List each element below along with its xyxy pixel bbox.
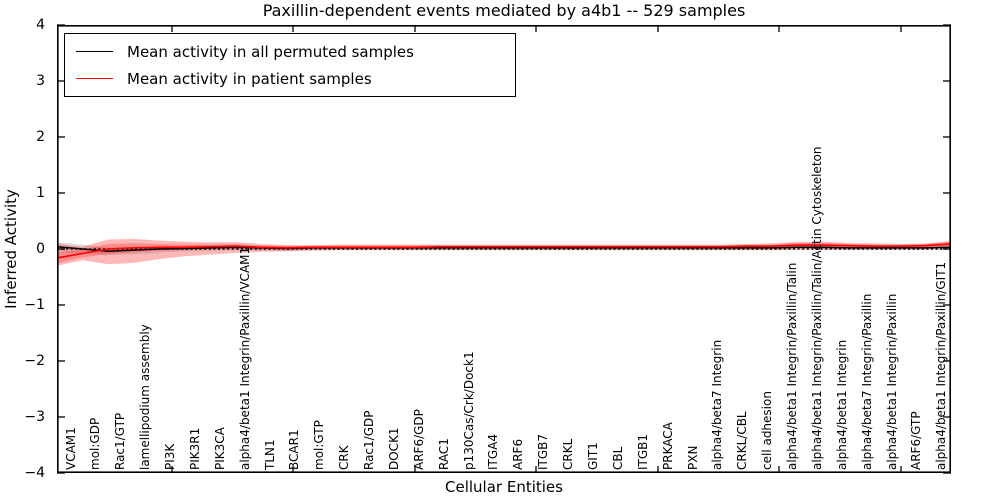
x-category-label: PI3K [163,443,178,470]
x-category-label: BCAR1 [287,429,302,470]
band-patient-range-outer [57,238,951,266]
x-category-label: ITGB7 [536,433,551,470]
x-category-label: mol:GDP [88,417,103,470]
x-category-label: CRKL/CBL [735,411,750,470]
x-category-label: CRKL [561,438,576,470]
legend-entry-permuted: Mean activity in all permuted samples [65,38,515,65]
x-category-label: PIK3R1 [187,427,202,470]
x-category-label: ITGB1 [635,433,650,470]
x-category-label: TLN1 [262,439,277,470]
x-category-label: VCAM1 [63,427,78,470]
x-category-label: ARF6 [511,438,526,470]
x-category-label: RAC1 [436,438,451,470]
x-category-label: ITGA4 [486,433,501,470]
x-axis-label: Cellular Entities [445,478,563,496]
x-category-label: ARF6/GDP [411,409,426,470]
y-tick-label: 4 [36,17,45,33]
x-category-label: alpha4/beta1 Integrin/Paxillin [884,293,899,470]
series-line-0 [56,245,952,253]
x-category-label: PXN [685,445,700,470]
x-category-label: Rac1/GDP [362,410,377,470]
x-category-label: CRK [337,445,352,470]
x-category-label: PIK3CA [212,427,227,470]
x-category-label: p130Cas/Crk/Dock1 [461,351,476,470]
x-category-label: cell adhesion [760,391,775,470]
y-tick-label: 0 [36,241,45,257]
x-category-label: alpha4/beta1 Integrin/Paxillin/Talin/Act… [809,146,824,470]
x-category-label: alpha4/beta7 Integrin/Paxillin [859,293,874,470]
legend-label-patient: Mean activity in patient samples [127,69,372,88]
legend-entry-patient: Mean activity in patient samples [65,65,515,92]
y-tick-label: 1 [36,185,45,201]
y-tick-label: −3 [24,409,45,425]
y-tick-label: −2 [24,353,45,369]
series-line-1 [56,243,952,259]
x-category-label: alpha4/beta7 Integrin [710,339,725,470]
legend: Mean activity in all permuted samples Me… [64,33,516,97]
x-category-label: lamellipodium assembly [138,324,153,470]
plot-area [56,24,952,474]
legend-label-permuted: Mean activity in all permuted samples [127,42,414,61]
permuted-line-sample-icon [76,51,113,52]
x-category-label: CBL [610,446,625,470]
y-tick-label: −1 [24,297,45,313]
x-category-label: mol:GTP [312,420,327,470]
y-tick-label: 2 [36,129,45,145]
y-tick-label: −4 [24,465,45,481]
y-tick-label: 3 [36,73,45,89]
x-category-label: GIT1 [585,442,600,470]
x-category-label: PRKACA [660,422,675,470]
x-category-label: alpha4/beta1 Integrin/Paxillin/VCAM1 [237,246,252,470]
x-category-label: alpha4/beta1 Integrin [834,339,849,470]
x-category-label: Rac1/GTP [113,412,128,470]
x-category-label: ARF6/GTP [909,411,924,470]
chart-title: Paxillin-dependent events mediated by a4… [262,1,746,20]
axes-frame [57,25,952,473]
x-category-label: alpha4/beta1 Integrin/Paxillin/GIT1 [934,261,949,470]
patient-line-sample-icon [76,78,113,79]
x-category-label: alpha4/beta1 Integrin/Paxillin/Talin [785,262,800,470]
x-category-label: DOCK1 [386,427,401,470]
